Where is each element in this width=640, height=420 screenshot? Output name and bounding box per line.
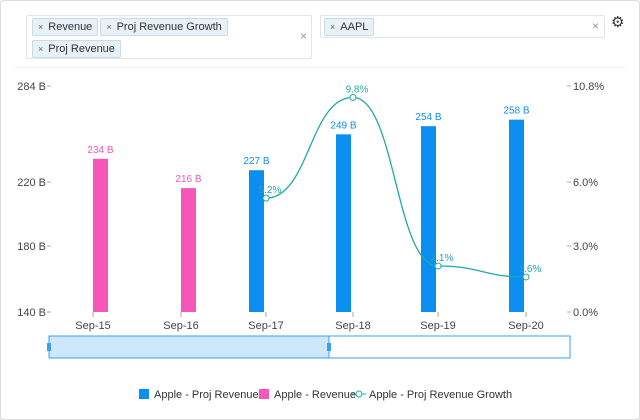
y-right-tick: 3.0% <box>573 241 598 253</box>
y-left-tick: 284 B <box>17 81 46 93</box>
metric-selector[interactable]: × Revenue × Proj Revenue Growth × Proj Revenu… <box>26 15 312 59</box>
bar <box>421 126 436 313</box>
bar <box>181 188 196 312</box>
y-right-tick: 0.0% <box>573 307 598 319</box>
bar <box>336 134 351 312</box>
metric-tag[interactable]: × Proj Revenue Growth <box>100 18 228 36</box>
x-tick-label: Sep-15 <box>75 320 110 332</box>
bar <box>509 119 524 312</box>
y-left-tick: 140 B <box>17 307 46 319</box>
y-right-tick: 6.0% <box>573 177 598 189</box>
data-label: 5.2% <box>259 185 282 196</box>
remove-icon[interactable]: × <box>38 22 44 32</box>
data-label: 216 B <box>175 174 201 185</box>
clear-icon[interactable]: × <box>591 19 599 33</box>
data-label: 249 B <box>330 120 356 131</box>
line-point <box>262 194 270 202</box>
metric-tag[interactable]: × Proj Revenue <box>32 40 121 58</box>
clear-icon[interactable]: × <box>299 29 307 43</box>
gear-icon[interactable]: ⚙ <box>611 14 625 31</box>
data-label: 1.6% <box>519 264 542 275</box>
bar <box>249 170 264 312</box>
x-tick-label: Sep-18 <box>335 320 370 332</box>
legend-swatch <box>355 390 363 398</box>
data-label: 227 B <box>243 156 269 167</box>
y-left-tick: 180 B <box>17 241 46 253</box>
data-label: 234 B <box>87 145 113 156</box>
legend-item: Apple - Revenue <box>274 389 356 401</box>
x-tick-label: Sep-17 <box>248 320 283 332</box>
legend-swatch <box>259 389 269 399</box>
remove-icon[interactable]: × <box>106 22 112 32</box>
y-right-tick: 10.8% <box>573 81 604 93</box>
x-tick-label: Sep-19 <box>420 320 455 332</box>
legend-swatch <box>139 389 149 399</box>
x-tick-label: Sep-16 <box>163 320 198 332</box>
legend-item: Apple - Proj Revenue Growth <box>369 389 512 401</box>
data-label: 9.8% <box>346 84 369 95</box>
ticker-selector[interactable]: × AAPL × <box>320 15 605 38</box>
x-tick-label: Sep-20 <box>508 320 543 332</box>
divider <box>15 67 625 68</box>
line-point <box>434 262 442 270</box>
navigator-selection <box>48 335 330 359</box>
ticker-tag[interactable]: × AAPL <box>324 18 375 36</box>
remove-icon[interactable]: × <box>330 22 336 32</box>
line-point <box>349 93 357 101</box>
line-point <box>522 273 530 281</box>
remove-icon[interactable]: × <box>38 44 44 54</box>
bar <box>93 158 108 312</box>
data-label: 258 B <box>503 106 529 117</box>
data-label: 254 B <box>415 112 441 123</box>
navigator <box>48 335 571 359</box>
metric-tag[interactable]: × Revenue <box>32 18 99 36</box>
growth-line <box>265 96 527 278</box>
navigator-handle-left <box>47 343 51 351</box>
y-left-tick: 220 B <box>17 177 46 189</box>
data-label: 2.1% <box>431 253 454 264</box>
navigator-handle-right <box>327 343 331 351</box>
legend-item: Apple - Proj Revenue <box>154 389 259 401</box>
